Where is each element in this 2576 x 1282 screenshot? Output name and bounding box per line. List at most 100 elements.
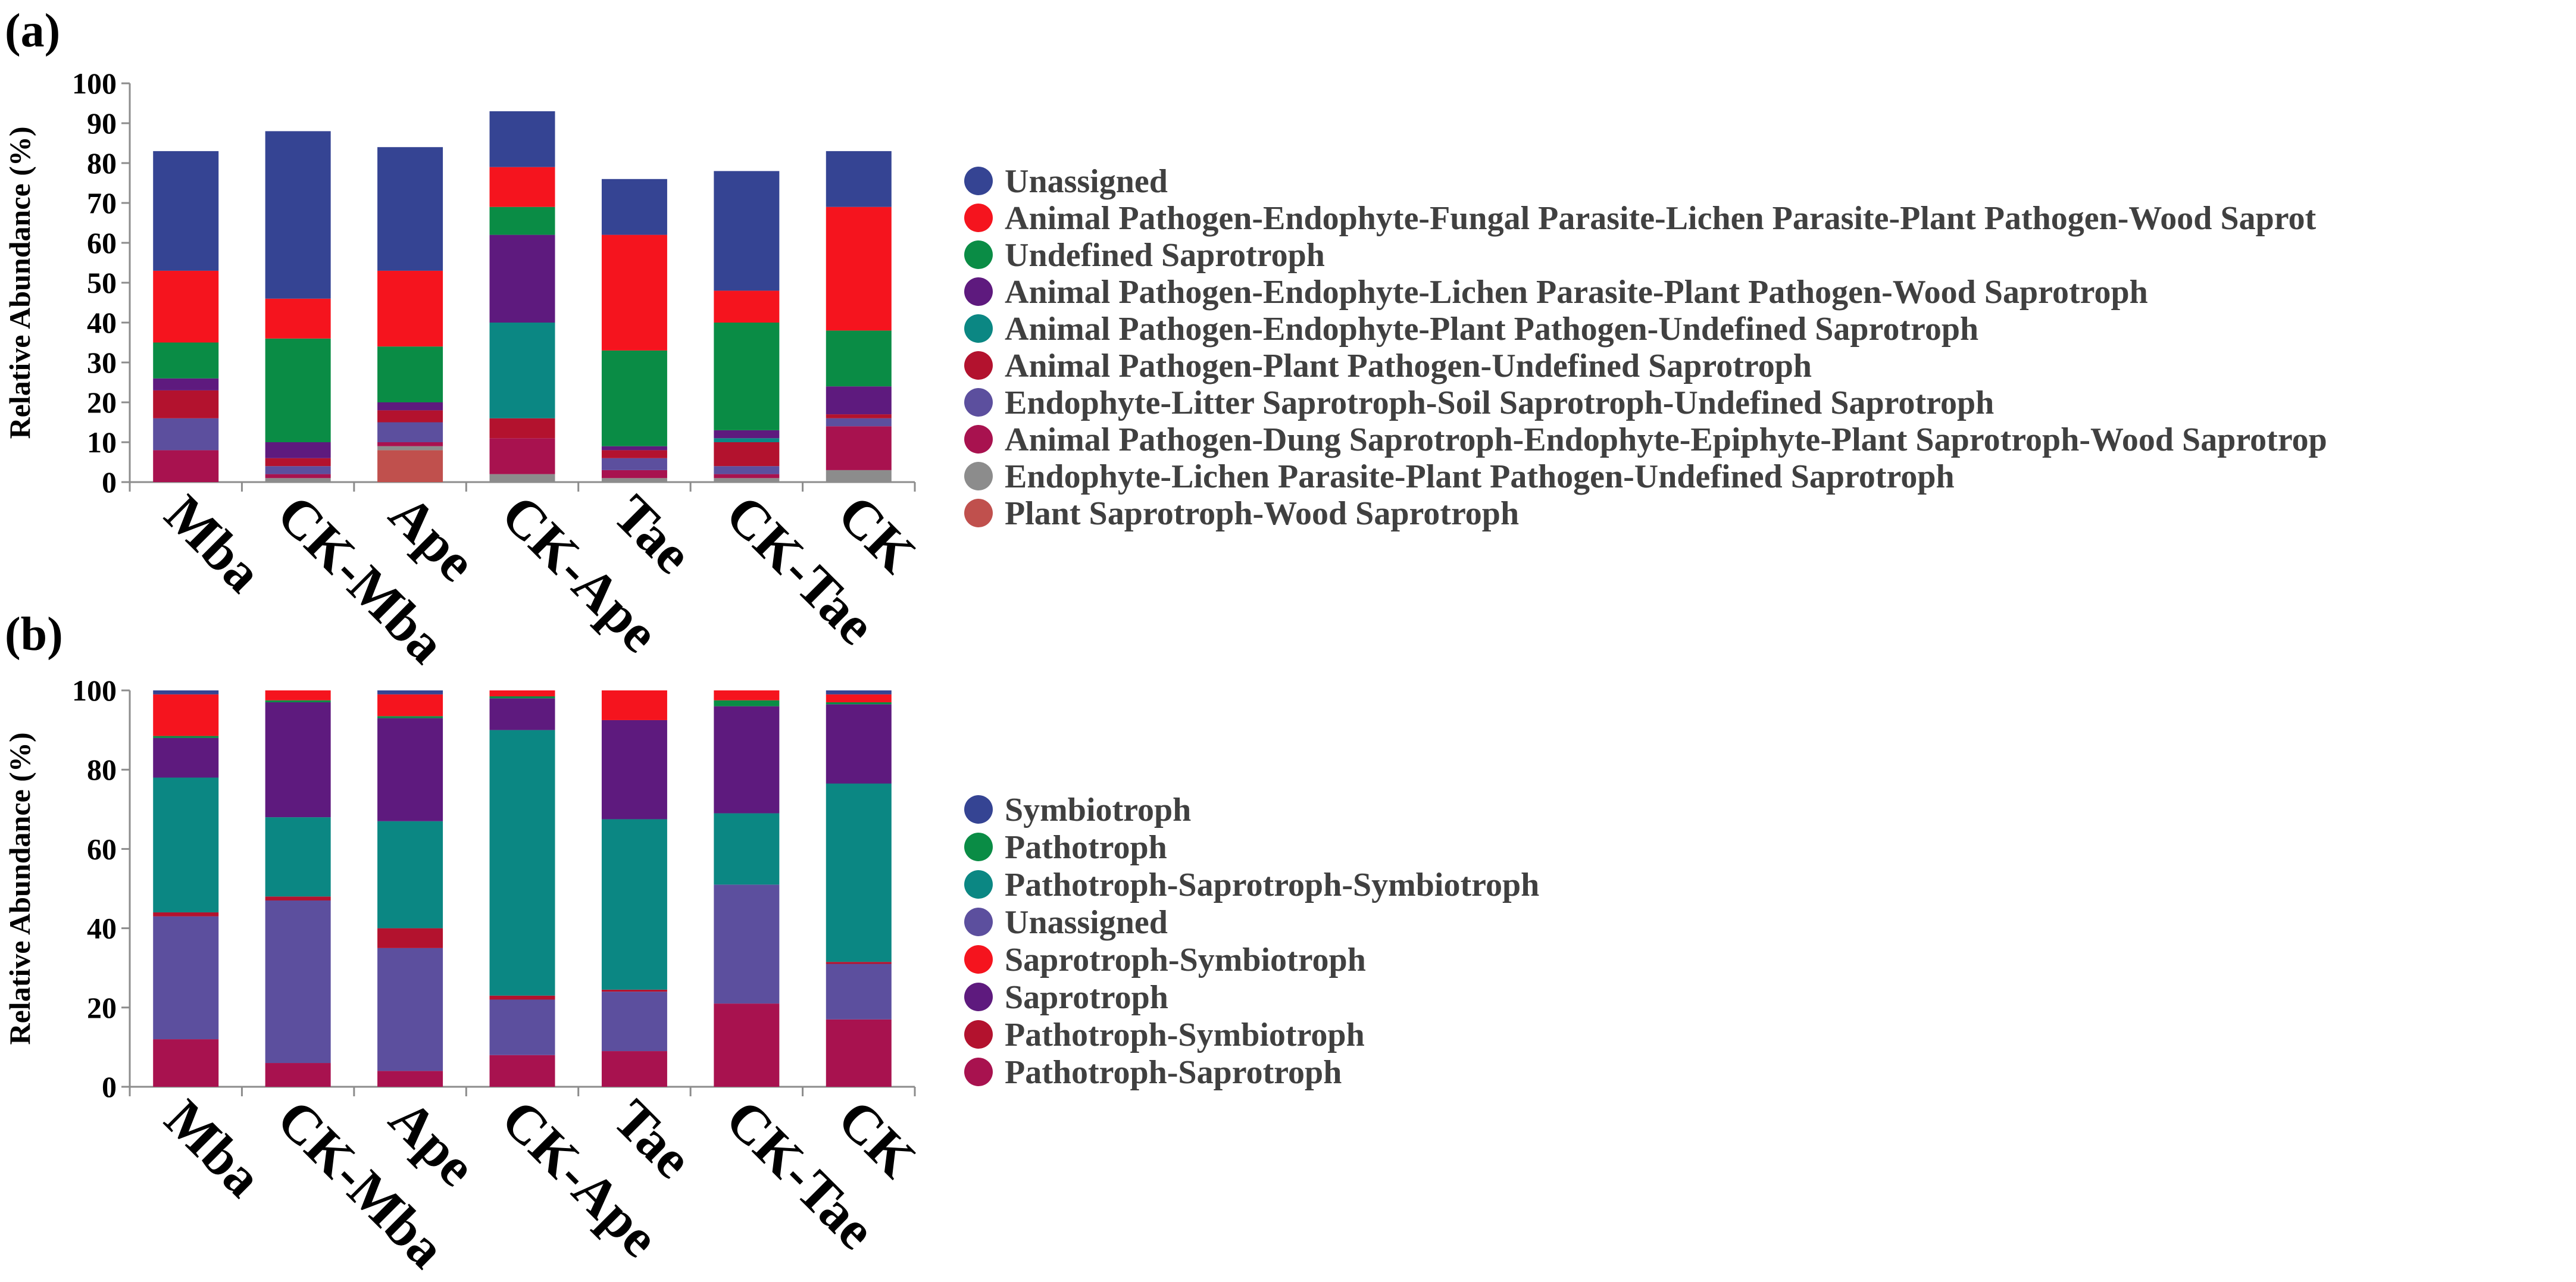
bar-segment-mba-saprotroph	[153, 737, 219, 778]
bar-segment-ck-tae-saprotroph-symbiotroph	[714, 690, 780, 701]
legend-item-unassigned: Unassigned	[964, 904, 1168, 941]
bar-segment-ck-undefined-saprotroph	[826, 330, 892, 387]
legend-label: Pathotroph-Saprotroph	[1005, 1054, 1342, 1091]
bar-segment-ck-mba-unassigned	[265, 900, 331, 1064]
bar-segment-ck-mba-undefined-saprotroph	[265, 338, 331, 442]
bar-segment-mba-pathotroph	[153, 736, 219, 738]
bar-segment-ape-saprotroph	[377, 718, 443, 821]
panel-a-plot-area: 0 10 20 30 40 50 60 70 80 90 100 Relative Abundance…	[3, 67, 927, 674]
bar-segment-ck-tae-saprotroph	[714, 706, 780, 814]
panel-b-label: (b)	[5, 608, 63, 661]
bar-segment-tae-pathotroph-saprotroph-symbiotroph	[601, 819, 667, 990]
bar-segment-ck-mba-pathotroph-saprotroph	[265, 1063, 331, 1087]
bar-segment-mba-saprotroph-symbiotroph	[153, 694, 219, 736]
bar-segment-ck-tae-pathotroph	[714, 700, 780, 706]
y-axis-label: Relative Abundance (%)	[3, 127, 36, 439]
legend-item-endophyte-litter-saprotroph-soil-saprotroph-undefined-saprotroph: Endophyte-Litter Saprotroph-Soil Saprotr…	[964, 384, 1994, 421]
bar-segment-tae-endophyte-litter-saprotroph-soil-saprotroph-undefined-saprotroph	[601, 458, 667, 470]
bar-segment-ck-mba-animal-pathogen-plant-pathogen-undefined-saprotroph	[265, 458, 331, 467]
bar-segment-ape-unassigned	[377, 948, 443, 1071]
y-tick-label: 80	[87, 146, 117, 180]
legend-swatch-icon	[964, 388, 993, 417]
y-tick-label: 40	[87, 306, 117, 339]
bar-segment-tae-undefined-saprotroph	[601, 350, 667, 446]
legend-label: Undefined Saprotroph	[1005, 237, 1325, 274]
legend-item-saprotroph: Saprotroph	[964, 979, 1168, 1016]
legend-item-symbiotroph: Symbiotroph	[964, 792, 1191, 828]
legend-label: Saprotroph-Symbiotroph	[1005, 942, 1366, 978]
y-tick-label: 0	[102, 465, 117, 499]
bar-segment-ape-pathotroph-symbiotroph	[377, 928, 443, 948]
bar-segment-mba-pathotroph-symbiotroph	[153, 912, 219, 917]
bar-segment-ck-tae-animal-pathogen-endophyte-plant-pathogen-undefined-saprotroph	[714, 438, 780, 442]
bar-segment-ck-mba-saprotroph	[265, 702, 331, 818]
bar-segment-ck-ape-pathotroph	[489, 696, 555, 699]
bar-segment-tae-pathotroph-symbiotroph	[601, 989, 667, 992]
legend-swatch-icon	[964, 908, 993, 936]
bar-segment-ck-mba-animal-pathogen-dung-saprotroph-endophyte-epiphyte-plant-saprotroph-wood-saprotrop	[265, 474, 331, 479]
legend-label: Animal Pathogen-Endophyte-Fungal Parasit…	[1005, 200, 2316, 237]
y-tick-label: 0	[102, 1070, 117, 1103]
bar-segment-ape-endophyte-lichen-parasite-plant-pathogen-undefined-saprotroph	[377, 446, 443, 451]
bar-segment-ck-ape-saprotroph-symbiotroph	[489, 690, 555, 696]
legend-swatch-icon	[964, 870, 993, 899]
legend-swatch-icon	[964, 425, 993, 454]
bar-segment-ape-animal-pathogen-dung-saprotroph-endophyte-epiphyte-plant-saprotroph-wood-saprotrop	[377, 442, 443, 446]
bar-segment-ck-tae-animal-pathogen-plant-pathogen-undefined-saprotroph	[714, 442, 780, 467]
bar-segment-ck-mba-pathotroph	[265, 700, 331, 702]
bar-segment-tae-pathotroph-saprotroph	[601, 1051, 667, 1087]
legend-item-pathotroph: Pathotroph	[964, 829, 1167, 866]
legend-label: Symbiotroph	[1005, 792, 1191, 828]
legend-item-animal-pathogen-endophyte-lichen-parasite-plant-pathogen-wood-saprotroph: Animal Pathogen-Endophyte-Lichen Parasit…	[964, 274, 2148, 311]
bar-segment-ck-ape-pathotroph-saprotroph	[489, 1055, 555, 1087]
legend-item-plant-saprotroph-wood-saprotroph: Plant Saprotroph-Wood Saprotroph	[964, 495, 1519, 532]
bar-segment-ck-ape-animal-pathogen-endophyte-plant-pathogen-undefined-saprotroph	[489, 323, 555, 418]
bar-segment-ck-ape-pathotroph-saprotroph-symbiotroph	[489, 730, 555, 996]
bar-segment-tae-saprotroph	[601, 720, 667, 820]
bar-segment-ck-animal-pathogen-plant-pathogen-undefined-saprotroph	[826, 414, 892, 418]
bar-segment-tae-unassigned	[601, 179, 667, 235]
y-tick-label: 90	[87, 107, 117, 140]
legend-label: Pathotroph-Saprotroph-Symbiotroph	[1005, 867, 1539, 903]
bar-segment-ck-ape-unassigned	[489, 111, 555, 167]
bar-segment-mba-symbiotroph	[153, 690, 219, 695]
bar-segment-ck-mba-animal-pathogen-endophyte-fungal-parasite-lichen-parasite-plant-pathogen-wood-saprot	[265, 298, 331, 339]
bar-segment-ck-endophyte-litter-saprotroph-soil-saprotroph-undefined-saprotroph	[826, 418, 892, 427]
bar-segment-ck-mba-unassigned	[265, 131, 331, 299]
bar-segment-ck-mba-endophyte-litter-saprotroph-soil-saprotroph-undefined-saprotroph	[265, 466, 331, 474]
bar-segment-ck-tae-pathotroph-saprotroph	[714, 1003, 780, 1087]
bar-segment-ck-animal-pathogen-dung-saprotroph-endophyte-epiphyte-plant-saprotroph-wood-saprotrop	[826, 426, 892, 470]
legend-item-undefined-saprotroph: Undefined Saprotroph	[964, 237, 1325, 274]
legend-item-animal-pathogen-plant-pathogen-undefined-saprotroph: Animal Pathogen-Plant Pathogen-Undefined…	[964, 348, 1812, 384]
panel-a-label: (a)	[5, 5, 60, 57]
legend-swatch-icon	[964, 833, 993, 861]
bar-segment-ape-pathotroph-saprotroph	[377, 1071, 443, 1087]
bar-segment-mba-pathotroph-saprotroph-symbiotroph	[153, 777, 219, 912]
bar-segment-ape-pathotroph	[377, 716, 443, 718]
legend-label: Animal Pathogen-Plant Pathogen-Undefined…	[1005, 348, 1812, 384]
legend-swatch-icon	[964, 945, 993, 974]
bar-segment-ck-mba-pathotroph-saprotroph-symbiotroph	[265, 817, 331, 897]
bar-segment-ck-animal-pathogen-endophyte-fungal-parasite-lichen-parasite-plant-pathogen-wood-saprot	[826, 207, 892, 331]
bar-segment-ck-saprotroph-symbiotroph	[826, 694, 892, 702]
bar-segment-ape-animal-pathogen-endophyte-fungal-parasite-lichen-parasite-plant-pathogen-wood-saprot	[377, 270, 443, 347]
bar-segment-ck-tae-pathotroph-saprotroph-symbiotroph	[714, 813, 780, 885]
bar-segment-mba-unassigned	[153, 151, 219, 271]
bar-segment-ck-mba-pathotroph-symbiotroph	[265, 896, 331, 900]
y-tick-label: 60	[87, 226, 117, 259]
legend-label: Unassigned	[1005, 163, 1168, 200]
y-tick-label: 100	[72, 67, 117, 100]
bar-segment-tae-animal-pathogen-plant-pathogen-undefined-saprotroph	[601, 450, 667, 458]
legend-swatch-icon	[964, 204, 993, 232]
x-tick-label-mba: Mba	[154, 1088, 274, 1208]
y-tick-label: 80	[87, 753, 117, 786]
bar-segment-ck-ape-endophyte-lichen-parasite-plant-pathogen-undefined-saprotroph	[489, 474, 555, 482]
bar-segment-ape-undefined-saprotroph	[377, 346, 443, 402]
bar-segment-ck-ape-pathotroph-symbiotroph	[489, 995, 555, 1000]
legend-item-pathotroph-saprotroph-symbiotroph: Pathotroph-Saprotroph-Symbiotroph	[964, 867, 1539, 903]
legend-item-unassigned: Unassigned	[964, 163, 1168, 200]
legend-item-pathotroph-saprotroph: Pathotroph-Saprotroph	[964, 1054, 1342, 1091]
bar-segment-ck-pathotroph-symbiotroph	[826, 962, 892, 964]
